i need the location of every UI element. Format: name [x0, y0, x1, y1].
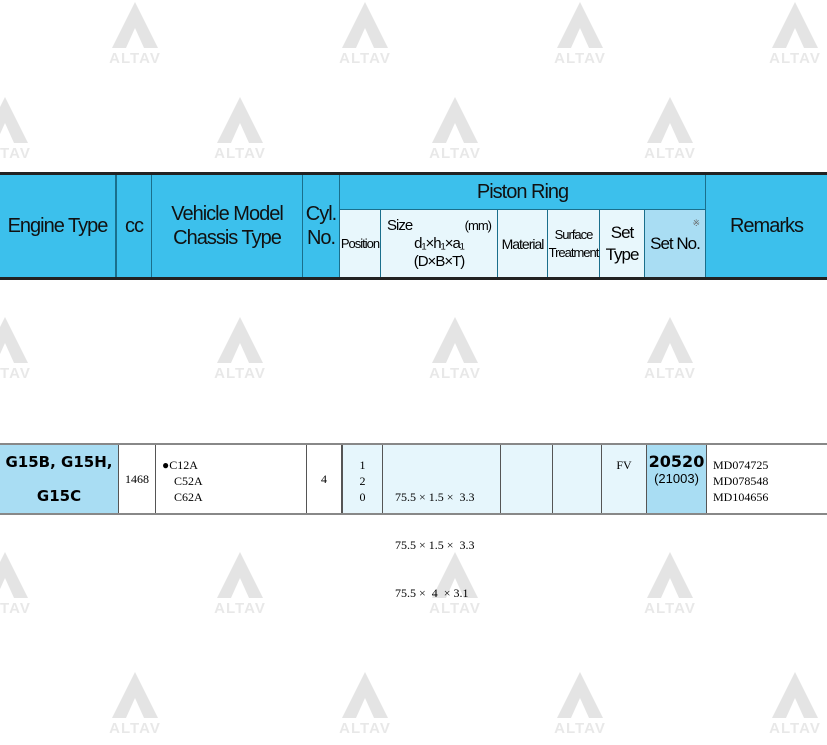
header-piston-ring: Piston Ring	[340, 175, 706, 209]
header-vehicle-model-label: Vehicle Model	[171, 203, 284, 225]
header-position: Position	[340, 209, 381, 277]
header-surface-treatment: Surface Treatment	[548, 209, 600, 277]
header-size-unit: (mm)	[464, 217, 492, 233]
cell-cyl: 4	[307, 445, 342, 513]
header-treatment-label: Treatment	[548, 244, 600, 260]
header-cyl-no: Cyl. No.	[303, 175, 340, 277]
header-set-no-label: Set No.	[650, 233, 701, 253]
altav-watermark-logo: ALTAV	[330, 670, 400, 740]
altav-watermark-logo: ALTAV	[100, 0, 170, 70]
set-no: 20520	[648, 452, 705, 471]
altav-watermark-logo: ALTAV	[760, 0, 827, 70]
header-set-no: Set No. ※	[645, 209, 706, 277]
table-header: Engine Type cc Vehicle Model Chassis Typ…	[0, 172, 827, 280]
cell-set-type: FV	[602, 445, 647, 513]
engine-type-line1: G15B, G15H,	[5, 453, 113, 471]
altav-watermark-logo: ALTAV	[635, 315, 705, 385]
header-set-label: Set	[610, 222, 635, 242]
ring-size: 75.5 × 1.5 × 3.3	[395, 490, 475, 504]
header-size: Size (mm) d₁×h₁×a₁ (D×B×T)	[381, 209, 498, 277]
cell-remarks: MD074725 MD078548 MD104656	[707, 445, 827, 513]
header-material: Material	[498, 209, 548, 277]
altav-watermark-logo: ALTAV	[545, 670, 615, 740]
header-no-label: No.	[306, 227, 336, 249]
header-set-type: Set Type	[600, 209, 645, 277]
cell-material	[501, 445, 553, 513]
header-size-formula: d₁×h₁×a₁	[414, 234, 465, 252]
header-size-label: Size	[387, 216, 413, 234]
header-chassis-type-label: Chassis Type	[173, 227, 282, 249]
header-cc: cc	[116, 175, 152, 277]
header-set-no-mark: ※	[692, 218, 699, 228]
header-type-label: Type	[605, 244, 640, 264]
ring-position: 0	[359, 490, 366, 504]
altav-watermark-logo: ALTAV	[545, 0, 615, 70]
altav-watermark-logo: ALTAV	[205, 95, 275, 165]
ring-position: 2	[359, 474, 366, 488]
header-size-formula2: (D×B×T)	[413, 252, 466, 270]
remark: MD104656	[713, 490, 769, 504]
cell-vehicle-models: ●C12A C52A C62A	[156, 445, 307, 513]
header-engine-type: Engine Type	[0, 175, 116, 277]
header-cyl-label: Cyl.	[305, 203, 337, 225]
remark: MD074725	[713, 458, 769, 472]
altav-watermark-logo: ALTAV	[0, 550, 40, 620]
cell-set-no: 20520 (21003)	[647, 445, 707, 513]
header-surface-label: Surface	[554, 226, 594, 242]
altav-watermark-logo: ALTAV	[0, 315, 40, 385]
cell-size: 75.5 × 1.5 × 3.3 75.5 × 1.5 × 3.3 75.5 ×…	[383, 445, 501, 600]
vehicle-model: C52A	[174, 474, 203, 488]
ring-size: 75.5 × 4 × 3.1	[395, 586, 469, 600]
altav-watermark-logo: ALTAV	[100, 670, 170, 740]
engine-type-line2: G15C	[36, 487, 82, 505]
cell-cc: 1468	[119, 445, 156, 513]
altav-watermark-logo: ALTAV	[420, 550, 490, 620]
remark: MD078548	[713, 474, 769, 488]
altav-watermark-logo: ALTAV	[420, 315, 490, 385]
header-vehicle-model: Vehicle Model Chassis Type	[152, 175, 303, 277]
altav-watermark-logo: ALTAV	[330, 0, 400, 70]
ring-size: 75.5 × 1.5 × 3.3	[395, 538, 475, 552]
vehicle-model: C62A	[174, 490, 203, 504]
altav-watermark-logo: ALTAV	[635, 95, 705, 165]
vehicle-model: ●C12A	[162, 458, 198, 472]
altav-watermark-logo: ALTAV	[420, 95, 490, 165]
altav-watermark-logo: ALTAV	[205, 550, 275, 620]
table-row: G15B, G15H, G15C 1468 ●C12A C52A C62A 4 …	[0, 443, 827, 600]
cell-surface	[553, 445, 602, 513]
cell-engine-type: G15B, G15H, G15C	[0, 445, 119, 513]
altav-watermark-logo: ALTAV	[760, 670, 827, 740]
ring-position: 1	[359, 458, 366, 472]
altav-watermark-logo: ALTAV	[205, 315, 275, 385]
altav-watermark-logo: ALTAV	[0, 95, 40, 165]
set-no-alt: (21003)	[654, 471, 699, 486]
header-remarks: Remarks	[729, 215, 804, 237]
cell-position: 1 2 0	[342, 445, 383, 513]
altav-watermark-logo: ALTAV	[635, 550, 705, 620]
